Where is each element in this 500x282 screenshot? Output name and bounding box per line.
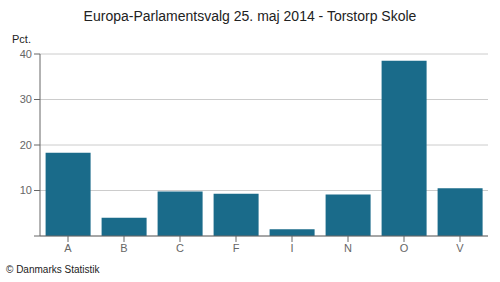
svg-text:40: 40 <box>20 48 32 60</box>
svg-text:F: F <box>233 242 240 254</box>
svg-text:10: 10 <box>20 184 32 196</box>
html-text:© Danmarks Statistik: © Danmarks Statistik <box>6 264 100 275</box>
svg-text:20: 20 <box>20 139 32 151</box>
svg-text:V: V <box>456 242 464 254</box>
svg-text:O: O <box>400 242 409 254</box>
svg-text:A: A <box>64 242 72 254</box>
svg-text:C: C <box>176 242 184 254</box>
svg-text:I: I <box>290 242 293 254</box>
svg-text:B: B <box>120 242 127 254</box>
svg-text:30: 30 <box>20 93 32 105</box>
html-text:Europa-Parlamentsvalg 25. maj: Europa-Parlamentsvalg 25. maj 2014 - Tor… <box>83 8 417 24</box>
html-text:Pct.: Pct. <box>12 33 31 45</box>
svg-text:N: N <box>344 242 352 254</box>
